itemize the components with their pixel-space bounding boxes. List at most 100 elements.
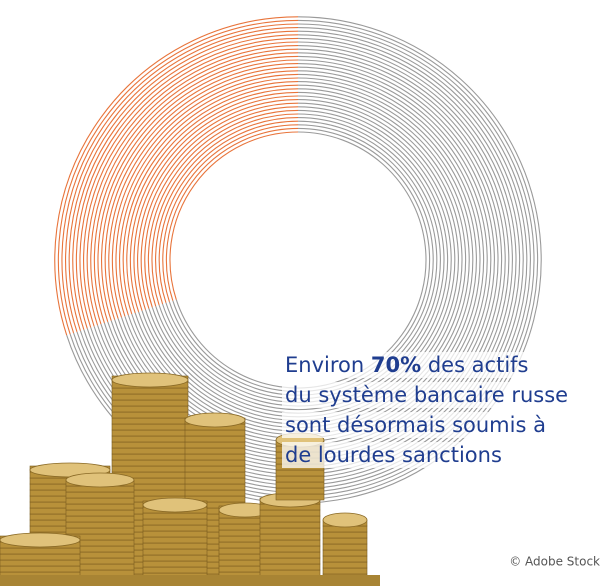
ring-segment [158, 120, 299, 304]
coin [65, 527, 135, 535]
annotation-part: Environ [285, 353, 364, 377]
ring-segment [133, 95, 299, 311]
ring-segment [97, 59, 299, 322]
ring-segment [75, 37, 299, 329]
ring-segment [162, 117, 441, 403]
ring-segment [162, 124, 299, 302]
coin [259, 515, 321, 523]
coin [142, 524, 208, 532]
coin [275, 469, 325, 477]
coin [65, 497, 135, 505]
coin [142, 518, 208, 526]
coin-top [65, 472, 135, 488]
ring-segment [165, 120, 438, 400]
coin [111, 459, 189, 467]
ring-segment [155, 109, 449, 411]
coin [111, 435, 189, 443]
ring-segment [54, 16, 299, 336]
ring-segment [151, 113, 299, 306]
coin [111, 411, 189, 419]
ring-segment [108, 70, 299, 319]
ring-segment [165, 127, 299, 301]
ring-segment [90, 52, 299, 325]
coin-top [142, 497, 208, 513]
ring-segment [65, 27, 299, 332]
coin [142, 530, 208, 538]
coin [111, 423, 189, 431]
coin [111, 399, 189, 407]
ring-segment [155, 117, 299, 305]
annotation-part: 70% [371, 353, 421, 377]
coin [111, 405, 189, 413]
coin [322, 561, 368, 569]
ring-segment [111, 73, 299, 318]
coin [322, 555, 368, 563]
coin [65, 503, 135, 511]
coin [259, 563, 321, 571]
ring-segment [61, 23, 299, 334]
annotation-line: de lourdes sanctions [285, 443, 502, 467]
coin [184, 489, 246, 497]
ring-segment [126, 88, 299, 314]
ring-segment [83, 45, 299, 327]
coin [142, 560, 208, 568]
ring-segment [144, 106, 299, 308]
coin [259, 509, 321, 517]
ring-segment [169, 131, 299, 300]
coin [259, 545, 321, 553]
ring-segment [151, 106, 452, 414]
ring-segment [93, 55, 299, 324]
text-highlight [282, 352, 603, 378]
ring-segment [147, 109, 299, 307]
ring-segment [158, 113, 445, 407]
ring-segment [168, 124, 434, 396]
coin-top [0, 532, 81, 548]
coin [111, 393, 189, 401]
coin [259, 527, 321, 535]
ring-segment [79, 41, 299, 328]
coin [259, 521, 321, 529]
coin [0, 559, 81, 567]
coin-top [184, 412, 246, 428]
coin [275, 481, 325, 489]
coin-floor [0, 575, 380, 586]
coin [184, 477, 246, 485]
credit: © Adobe Stock [509, 555, 600, 569]
text-highlight [282, 382, 603, 408]
coin [65, 509, 135, 517]
coin [65, 521, 135, 529]
ring-segment [175, 131, 427, 389]
coin [142, 542, 208, 550]
coin [184, 459, 246, 467]
ring-segment [172, 127, 431, 393]
coin [184, 483, 246, 491]
coin [259, 533, 321, 541]
ring-segment [129, 91, 299, 312]
text-highlight [282, 412, 603, 438]
annotation: Environ 70% des actifs du système bancair… [282, 352, 603, 468]
coin [184, 429, 246, 437]
coin [65, 491, 135, 499]
coin [111, 417, 189, 425]
coin [322, 543, 368, 551]
coin [142, 512, 208, 520]
coin [0, 547, 81, 555]
coin [322, 537, 368, 545]
coin [142, 554, 208, 562]
ring-segment [122, 84, 299, 315]
coin [111, 387, 189, 395]
ring-segment [57, 19, 299, 335]
coin [65, 515, 135, 523]
coin [184, 435, 246, 443]
coin [184, 471, 246, 479]
coin [322, 531, 368, 539]
coin [184, 441, 246, 449]
coin [111, 429, 189, 437]
coin [111, 441, 189, 449]
ring-segment [101, 63, 299, 321]
coin-top [322, 512, 368, 528]
coin [275, 493, 325, 501]
annotation-line: du système bancaire russe [285, 383, 568, 407]
coin-top [111, 372, 189, 388]
coin [275, 475, 325, 483]
